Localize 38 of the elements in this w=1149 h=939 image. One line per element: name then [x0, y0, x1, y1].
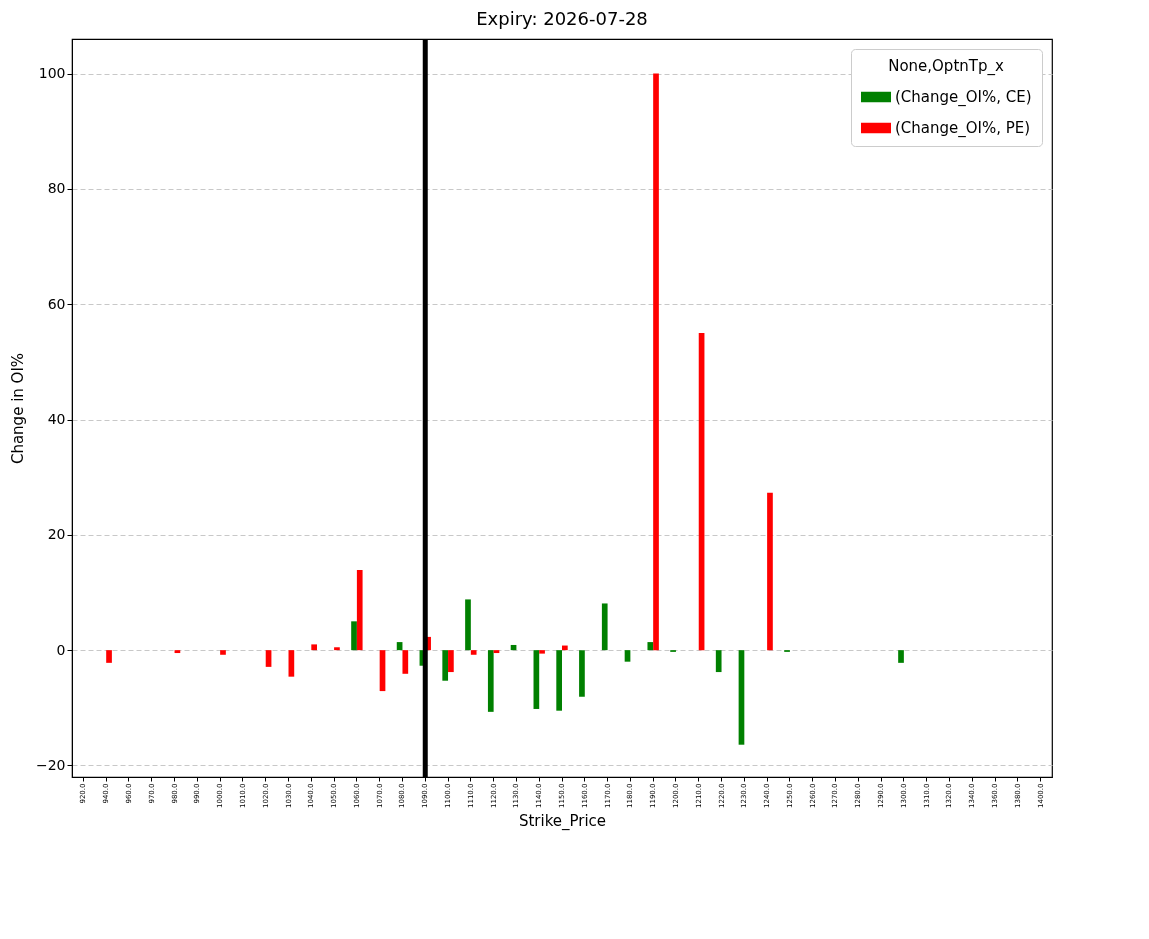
bar — [647, 642, 654, 651]
bar — [579, 650, 585, 697]
bar — [556, 650, 562, 711]
bar — [624, 650, 631, 662]
bar — [487, 650, 494, 712]
bar — [767, 492, 773, 651]
y-tick-label: −20 — [35, 756, 66, 773]
bar — [601, 603, 608, 651]
bar — [898, 650, 904, 663]
bar — [311, 644, 317, 651]
chart-title: Expiry: 2026-07-28 — [476, 7, 648, 29]
bar — [470, 650, 477, 655]
bar — [174, 650, 181, 654]
y-tick-label: 80 — [47, 180, 66, 197]
bar — [562, 645, 568, 651]
legend-title: None,OptnTp_x — [888, 57, 1004, 76]
bar — [448, 650, 454, 673]
bar — [493, 650, 500, 654]
bar — [653, 73, 659, 651]
y-axis-title: Change in OI% — [8, 352, 27, 465]
bar — [539, 650, 545, 654]
bar — [334, 647, 340, 651]
legend-label: (Change_OI%, CE) — [895, 88, 1032, 107]
bar — [465, 599, 471, 651]
bar — [356, 570, 363, 651]
bar — [220, 650, 226, 655]
y-tick-label: 40 — [47, 411, 66, 428]
y-tick-label: 20 — [47, 526, 66, 543]
y-tick-label: 100 — [38, 65, 66, 82]
bar — [442, 650, 449, 681]
x-axis-title: Strike_Price — [518, 811, 607, 831]
bar — [402, 650, 409, 674]
bar — [106, 650, 112, 663]
y-tick-label: 60 — [47, 295, 66, 312]
y-tick-label: 0 — [56, 641, 66, 658]
bar — [351, 621, 357, 651]
bar — [715, 650, 722, 673]
legend-label: (Change_OI%, PE) — [895, 119, 1031, 138]
